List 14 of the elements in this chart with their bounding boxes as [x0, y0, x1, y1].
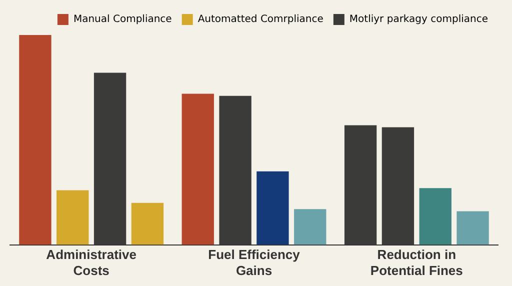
legend-label: Automatted Comrpliance	[198, 14, 324, 26]
x-tick-label: Fuel Efficiency Gains	[208, 247, 301, 278]
bar	[256, 171, 289, 245]
bar	[19, 35, 52, 245]
x-tick-label: Administrative Costs	[46, 247, 136, 278]
legend-label: Manual Compliance	[73, 14, 172, 26]
bar	[294, 209, 326, 245]
bar	[182, 94, 214, 245]
legend-label: Motliyr parkagy compliance	[349, 14, 488, 26]
bar	[456, 211, 489, 245]
bar	[419, 188, 452, 245]
bar	[56, 190, 89, 245]
bar	[131, 202, 164, 245]
x-tick-label: Reduction in Potential Fines	[370, 247, 463, 278]
